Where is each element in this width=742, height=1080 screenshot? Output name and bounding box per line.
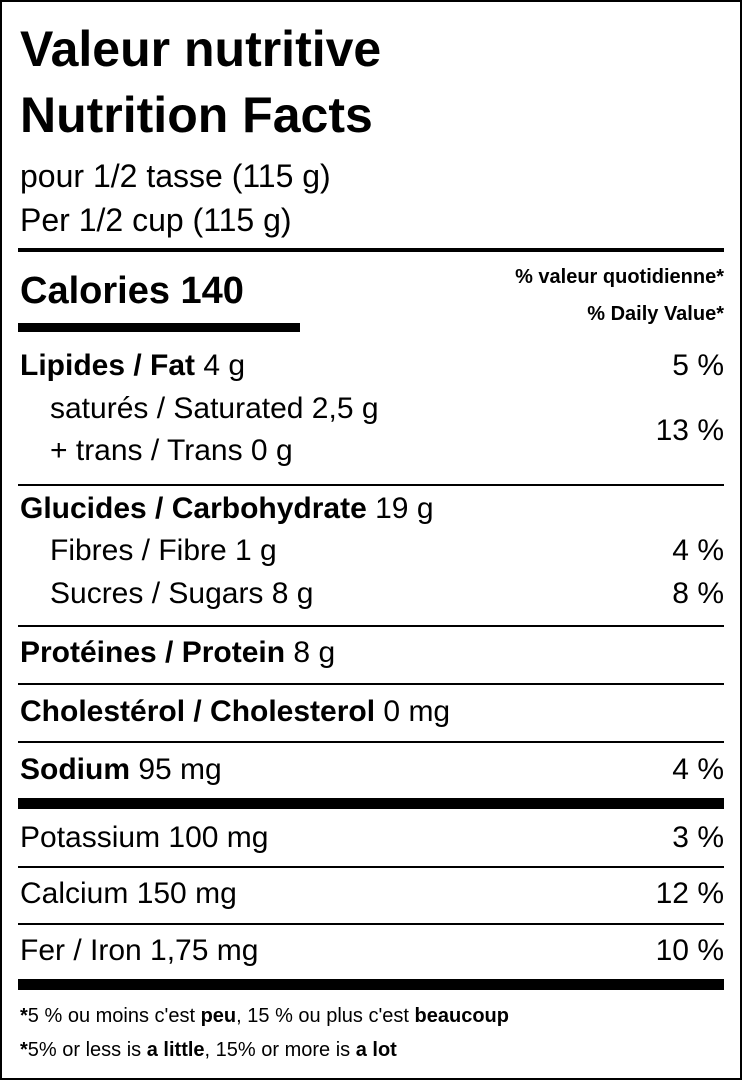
footnote-text: , 15% or more is (204, 1039, 356, 1061)
nutrient-name: Potassium 100 mg (20, 821, 269, 854)
title-fr: Valeur nutritive (20, 21, 382, 77)
nutrient-name: Lipides / Fat (20, 349, 196, 382)
rule (18, 741, 724, 743)
fat-sub-dv-row: 13 % (20, 413, 724, 449)
dv: 4 % (672, 753, 724, 786)
footnote-fr: *5 % ou moins c'est peu, 15 % ou plus c'… (20, 1004, 509, 1028)
sodium-row: Sodium 95 mg 4 % (20, 752, 724, 788)
dv: 8 % (672, 577, 724, 610)
thick-rule (18, 979, 724, 990)
rule (18, 683, 724, 685)
trans-row: + trans / Trans 0 g (50, 433, 724, 469)
calories-label: Calories (20, 270, 170, 312)
rule (18, 248, 724, 252)
calories: Calories 140 (20, 272, 244, 310)
dv-header-en: % Daily Value* (587, 303, 724, 325)
nutrient-name: Glucides / Carbohydrate (20, 492, 367, 525)
footnote-emphasis: a lot (355, 1039, 397, 1061)
dv: 3 % (672, 821, 724, 854)
rule (18, 866, 724, 868)
calories-rule (18, 323, 300, 332)
footnote-emphasis: peu (200, 1005, 237, 1027)
rule (18, 484, 724, 486)
dv: 5 % (672, 349, 724, 382)
serving-fr: pour 1/2 tasse (115 g) (20, 158, 331, 194)
calories-value: 140 (180, 270, 244, 312)
title-en: Nutrition Facts (20, 87, 373, 143)
serving-en: Per 1/2 cup (115 g) (20, 202, 292, 238)
nutrient-name: Calcium 150 mg (20, 877, 237, 910)
mineral-row: Fer / Iron 1,75 mg 10 % (20, 933, 724, 969)
sugars-row: Sucres / Sugars 8 g 8 % (50, 576, 724, 612)
nutrient-amount: 95 mg (138, 753, 222, 786)
footnote-emphasis: a little (146, 1039, 205, 1061)
mineral-row: Potassium 100 mg 3 % (20, 820, 724, 856)
mineral-row: Calcium 150 mg 12 % (20, 876, 724, 912)
thick-rule (18, 798, 724, 809)
footnote-text: 5% or less is (27, 1039, 147, 1061)
nutrient-name: Sucres / Sugars 8 g (50, 577, 314, 610)
trans: + trans / Trans 0 g (50, 434, 293, 467)
footnote-text: 5 % ou moins c'est (27, 1005, 201, 1027)
fat-row: Lipides / Fat 4 g 5 % (20, 348, 724, 384)
asterisk: * (20, 1039, 28, 1061)
nutrient-amount: 8 g (293, 636, 336, 669)
carbohydrate-row: Glucides / Carbohydrate 19 g (20, 491, 724, 527)
nutrient-name: Cholestérol / Cholesterol (20, 695, 376, 728)
cholesterol-row: Cholestérol / Cholesterol 0 mg (20, 694, 724, 730)
nutrient-name: Fer / Iron 1,75 mg (20, 934, 259, 967)
rule (18, 625, 724, 627)
footnote-en: *5% or less is a little, 15% or more is … (20, 1038, 397, 1062)
dv-header-fr: % valeur quotidienne* (515, 266, 724, 288)
dv: 12 % (655, 877, 724, 910)
nutrient-name: Sodium (20, 753, 130, 786)
footnote-text: , 15 % ou plus c'est (236, 1005, 415, 1027)
nutrient-amount: 4 g (203, 349, 246, 382)
footnote-emphasis: beaucoup (414, 1005, 509, 1027)
nutrient-amount: 0 mg (383, 695, 451, 728)
saturated: saturés / Saturated 2,5 g (50, 392, 379, 425)
dv: 4 % (672, 534, 724, 567)
fibre-row: Fibres / Fibre 1 g 4 % (50, 533, 724, 569)
nutrient-name: Protéines / Protein (20, 636, 286, 669)
dv: 13 % (655, 414, 724, 447)
asterisk: * (20, 1005, 28, 1027)
nutrient-amount: 19 g (375, 492, 434, 525)
saturated-row: saturés / Saturated 2,5 g (50, 391, 724, 427)
protein-row: Protéines / Protein 8 g (20, 635, 724, 671)
dv: 10 % (655, 934, 724, 967)
nutrient-name: Fibres / Fibre 1 g (50, 534, 277, 567)
rule (18, 923, 724, 925)
